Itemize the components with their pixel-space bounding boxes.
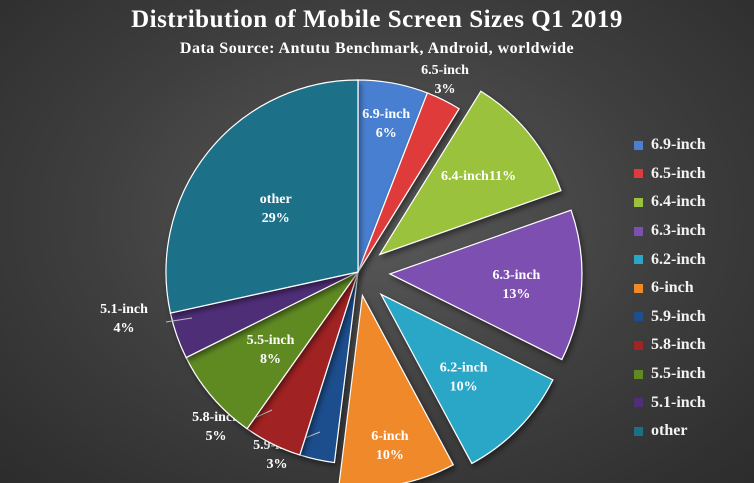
data-label-5-1-inch: 5.1-inch 4% [100,302,148,336]
data-label-6-3-inch: 6.3-inch 13% [492,268,540,302]
legend-swatch [634,140,643,150]
legend-item-5-8-inch: 5.8-inch [634,331,706,360]
legend-item-6-4-inch: 6.4-inch [634,188,706,217]
data-label-6-5-inch: 6.5-inch 3% [421,63,469,97]
legend-item-5-5-inch: 5.5-inch [634,360,706,389]
legend-swatch [634,312,643,322]
pie-slice-6-3-inch [388,209,583,361]
pie-slice-5-5-inch [185,271,359,430]
legend-item-6-inch: 6-inch [634,274,706,303]
legend-label: 6.9-inch [651,136,706,154]
data-label-other: other 29% [260,192,292,226]
legend-item-5-1-inch: 5.1-inch [634,388,706,417]
pie-slice-6-4-inch [378,90,562,256]
legend-item-6-3-inch: 6.3-inch [634,217,706,246]
data-label-6-9-inch: 6.9-inch 6% [362,107,410,141]
pie-slice-6-inch [338,293,455,483]
legend-label: 5.5-inch [651,365,706,383]
legend-swatch [634,398,643,408]
legend-swatch [634,426,643,436]
data-label-6-2-inch: 6.2-inch 10% [440,360,488,394]
pie-slice-6-2-inch [379,292,554,465]
legend-swatch [634,369,643,379]
legend-label: 6.3-inch [651,222,706,240]
data-label-6-4-inch: 6.4-inch11% [441,169,516,184]
legend-swatch [634,255,643,265]
legend-swatch [634,169,643,179]
chart-title: Distribution of Mobile Screen Sizes Q1 2… [131,6,623,33]
legend-item-6-2-inch: 6.2-inch [634,245,706,274]
legend-label: 6.5-inch [651,164,706,182]
legend-label: 5.1-inch [651,393,706,411]
legend-label: 6.4-inch [651,193,706,211]
pie-slice-other [165,79,359,314]
legend-swatch [634,197,643,207]
legend-item-other: other [634,417,706,446]
legend-swatch [634,226,643,236]
legend-item-6-9-inch: 6.9-inch [634,131,706,160]
legend-label: 5.9-inch [651,307,706,325]
legend-item-5-9-inch: 5.9-inch [634,303,706,332]
chart-subtitle: Data Source: Antutu Benchmark, Android, … [179,40,575,57]
legend-label: 6.2-inch [651,250,706,268]
pie-slice-6-5-inch [357,92,460,273]
chart-legend: 6.9-inch 6.5-inch 6.4-inch 6.3-inch 6.2-… [634,131,706,446]
legend-label: 6-inch [651,279,694,297]
leader-line [165,317,193,323]
data-label-6-inch: 6-inch 10% [371,429,409,463]
legend-label: other [651,422,688,440]
legend-item-6-5-inch: 6.5-inch [634,160,706,189]
legend-label: 5.8-inch [651,336,706,354]
data-label-5-5-inch: 5.5-inch 8% [247,333,295,367]
legend-swatch [634,283,643,293]
legend-swatch [634,340,643,350]
